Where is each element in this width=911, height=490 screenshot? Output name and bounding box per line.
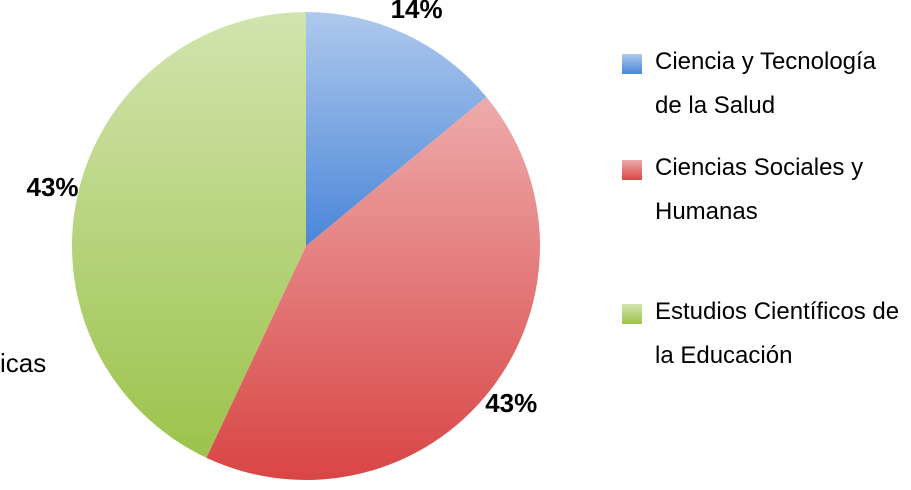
pie-slice <box>206 96 540 481</box>
annotation: icas <box>0 348 46 378</box>
slice-label: 14% <box>391 0 443 24</box>
slice-label: 43% <box>485 388 537 418</box>
legend: Ciencia y Tecnología de la Salud Ciencias… <box>622 40 907 396</box>
legend-label: Ciencias Sociales y Humanas <box>655 154 864 225</box>
legend-swatch <box>622 160 642 180</box>
legend-label: Ciencia y Tecnología de la Salud <box>655 48 877 119</box>
legend-swatch <box>622 304 642 324</box>
legend-label: Estudios Científicos de la Educación <box>655 298 900 369</box>
legend-swatch <box>622 54 642 74</box>
pie-slice <box>306 12 487 246</box>
slice-label: 43% <box>26 172 78 202</box>
legend-entry: Ciencias Sociales y Humanas <box>622 146 905 234</box>
legend-entry: Ciencia y Tecnología de la Salud <box>622 40 905 128</box>
legend-entry: Estudios Científicos de la Educación <box>622 290 905 378</box>
pie-slice <box>71 12 306 458</box>
